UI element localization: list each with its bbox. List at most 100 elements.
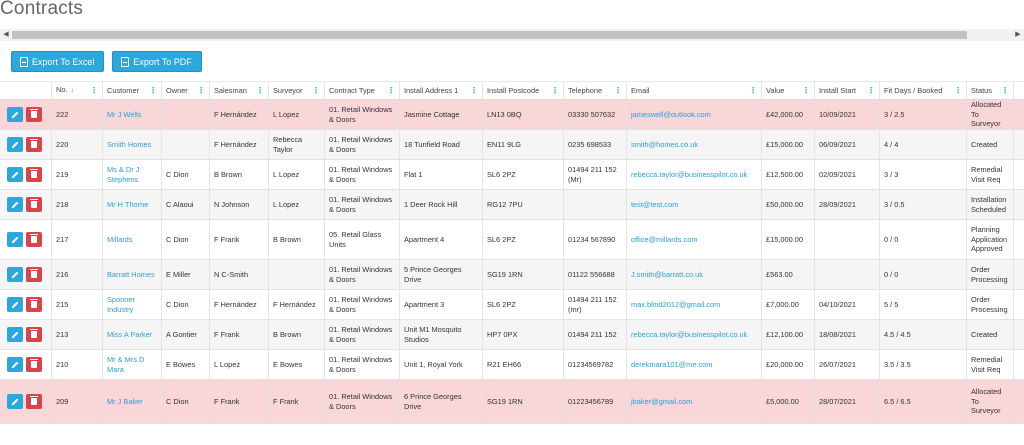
column-menu-icon[interactable]: ⋮: [954, 85, 962, 95]
edit-button[interactable]: [7, 297, 23, 312]
edit-button[interactable]: [7, 167, 23, 182]
column-menu-icon[interactable]: ⋮: [387, 85, 395, 95]
edit-button[interactable]: [7, 394, 23, 409]
table-row[interactable]: 219 Ms & Dr J Stephens C Dion B Brown L Lope…: [0, 160, 1024, 190]
column-menu-icon[interactable]: ⋮: [470, 85, 478, 95]
delete-button[interactable]: [26, 327, 42, 342]
scroll-right-icon[interactable]: ▶: [1015, 31, 1021, 38]
column-menu-icon[interactable]: ⋮: [867, 85, 875, 95]
email-link[interactable]: J.smith@barratt.co.uk: [627, 260, 762, 289]
value-cell: £20,000.00: [762, 350, 815, 379]
customer-link[interactable]: Miss A Parker: [103, 320, 162, 349]
column-header-owner[interactable]: Owner ⋮: [162, 82, 210, 99]
row-actions: [0, 320, 52, 349]
column-header-fit-days[interactable]: Fit Days / Booked ⋮: [880, 82, 967, 99]
export-excel-button[interactable]: Export To Excel: [11, 51, 105, 72]
table-row[interactable]: 215 Spooner Industry C Dion F Hernández F He…: [0, 290, 1024, 320]
column-menu-icon[interactable]: ⋮: [149, 85, 157, 95]
email-link[interactable]: smith@homes.co.uk: [627, 130, 762, 159]
delete-button[interactable]: [26, 357, 42, 372]
edit-button[interactable]: [7, 137, 23, 152]
column-header-surveyor[interactable]: Surveyor ⋮: [269, 82, 325, 99]
column-header-status[interactable]: Status ⋮: [967, 82, 1014, 99]
delete-button[interactable]: [26, 267, 42, 282]
column-menu-icon[interactable]: ⋮: [256, 85, 264, 95]
table-row[interactable]: 213 Miss A Parker A Gontier F Frank B Brown 0…: [0, 320, 1024, 350]
column-header-salesman[interactable]: Salesman ⋮: [210, 82, 269, 99]
column-header-value[interactable]: Value ⋮: [762, 82, 815, 99]
table-row[interactable]: 210 Mr & Mrs D Mara E Bowes L Lopez E Bowes 0…: [0, 350, 1024, 380]
delete-button[interactable]: [26, 137, 42, 152]
telephone-cell: 01234569782: [564, 350, 627, 379]
surveyor-cell: B Brown: [269, 320, 325, 349]
delete-button[interactable]: [26, 297, 42, 312]
edit-button[interactable]: [7, 267, 23, 282]
email-link[interactable]: test@test.com: [627, 190, 762, 219]
table-header-row: No. ↓ ⋮ Customer ⋮ Owner ⋮ Salesman ⋮ Surveyo…: [0, 81, 1024, 100]
customer-link[interactable]: Spooner Industry: [103, 290, 162, 319]
email-link[interactable]: rebecca.taylor@businesspilot.co.uk: [627, 320, 762, 349]
column-header-install-postcode[interactable]: Install Postcode ⋮: [483, 82, 564, 99]
edit-button[interactable]: [7, 197, 23, 212]
email-link[interactable]: derekmara101@me.com: [627, 350, 762, 379]
column-header-install-address[interactable]: Install Address 1 ⋮: [400, 82, 483, 99]
table-row[interactable]: 217 Millards C Dion F Frank B Brown 05. Retai…: [0, 220, 1024, 260]
column-menu-icon[interactable]: ⋮: [312, 85, 320, 95]
value-cell: £50,000.00: [762, 190, 815, 219]
customer-link[interactable]: Mr & Mrs D Mara: [103, 350, 162, 379]
scroll-left-icon[interactable]: ◀: [3, 31, 9, 38]
table-row[interactable]: 222 Mr J Wells F Hernández L Lopez 01. Retai…: [0, 100, 1024, 130]
column-menu-icon[interactable]: ⋮: [551, 85, 559, 95]
customer-link[interactable]: Barratt Homes: [103, 260, 162, 289]
customer-link[interactable]: Ms & Dr J Stephens: [103, 160, 162, 189]
column-menu-icon[interactable]: ⋮: [802, 85, 810, 95]
email-link[interactable]: jameswell@outlook.com: [627, 100, 762, 129]
row-actions: [0, 190, 52, 219]
edit-button[interactable]: [7, 232, 23, 247]
install-start-cell: 18/08/2021: [815, 320, 880, 349]
customer-link[interactable]: Millards: [103, 220, 162, 259]
salesman-cell: F Frank: [210, 320, 269, 349]
delete-button[interactable]: [26, 232, 42, 247]
edit-button[interactable]: [7, 107, 23, 122]
email-link[interactable]: max.blind2012@gmail.com: [627, 290, 762, 319]
delete-button[interactable]: [26, 167, 42, 182]
customer-link[interactable]: Mr H Thorne: [103, 190, 162, 219]
scrollbar-thumb[interactable]: [12, 31, 967, 39]
table-body: 222 Mr J Wells F Hernández L Lopez 01. Retai…: [0, 100, 1024, 424]
delete-button[interactable]: [26, 107, 42, 122]
install-start-cell: 28/09/2021: [815, 190, 880, 219]
column-header-contract-type[interactable]: Contract Type ⋮: [325, 82, 400, 99]
delete-button[interactable]: [26, 394, 42, 409]
table-row[interactable]: 220 Smith Homes F Hernández Rebecca Taylor 0…: [0, 130, 1024, 160]
contract-type-cell: 01. Retail Windows & Doors: [325, 260, 400, 289]
customer-link[interactable]: Mr J Baker: [103, 380, 162, 423]
email-link[interactable]: rebecca.taylor@businesspilot.co.uk: [627, 160, 762, 189]
column-header-no[interactable]: No. ↓ ⋮: [52, 82, 103, 99]
column-menu-icon[interactable]: ⋮: [1001, 85, 1009, 95]
customer-link[interactable]: Smith Homes: [103, 130, 162, 159]
table-row[interactable]: 216 Barratt Homes E Miller N C-Smith 01. Ret…: [0, 260, 1024, 290]
sort-arrow-icon[interactable]: ↓: [70, 87, 75, 95]
horizontal-scrollbar[interactable]: ◀ ▶: [0, 29, 1024, 41]
column-header-customer[interactable]: Customer ⋮: [103, 82, 162, 99]
column-menu-icon[interactable]: ⋮: [614, 85, 622, 95]
column-header-email[interactable]: Email ⋮: [627, 82, 762, 99]
fit-days-cell: 0 / 0: [880, 260, 967, 289]
column-header-telephone[interactable]: Telephone ⋮: [564, 82, 627, 99]
delete-button[interactable]: [26, 197, 42, 212]
edit-button[interactable]: [7, 357, 23, 372]
table-row[interactable]: 209 Mr J Baker C Dion F Frank F Frank 01. Ret…: [0, 380, 1024, 424]
column-menu-icon[interactable]: ⋮: [197, 85, 205, 95]
edit-button[interactable]: [7, 327, 23, 342]
table-row[interactable]: 218 Mr H Thorne C Alaoui N Johnson L Lopez 01…: [0, 190, 1024, 220]
export-pdf-button[interactable]: Export To PDF: [112, 51, 202, 72]
email-link[interactable]: jbaker@gmail.com: [627, 380, 762, 423]
column-menu-icon[interactable]: ⋮: [749, 85, 757, 95]
column-menu-icon[interactable]: ⋮: [90, 85, 98, 95]
trash-icon: [30, 269, 38, 278]
column-header-install-start[interactable]: Install Start ⋮: [815, 82, 880, 99]
email-link[interactable]: office@millards.com: [627, 220, 762, 259]
customer-link[interactable]: Mr J Wells: [103, 100, 162, 129]
value-cell: £5,000.00: [762, 380, 815, 423]
